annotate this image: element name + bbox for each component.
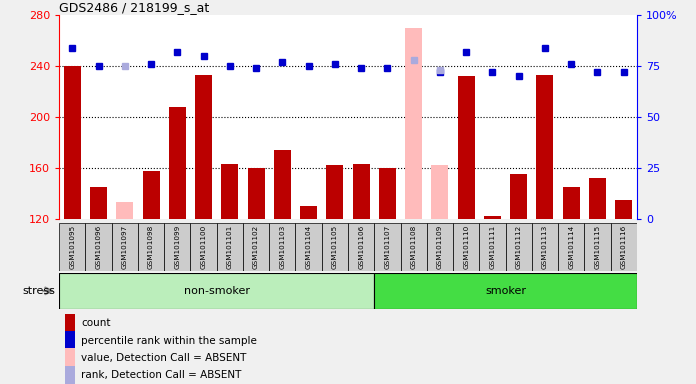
Text: GSM101096: GSM101096 xyxy=(95,225,102,269)
Text: GSM101116: GSM101116 xyxy=(621,225,626,269)
Bar xyxy=(65,331,75,351)
Bar xyxy=(274,150,291,219)
Text: non-smoker: non-smoker xyxy=(184,286,250,296)
Text: GSM101098: GSM101098 xyxy=(148,225,154,269)
Text: GSM101105: GSM101105 xyxy=(332,225,338,269)
Text: GSM101107: GSM101107 xyxy=(384,225,390,269)
Bar xyxy=(216,223,243,271)
Bar xyxy=(589,178,606,219)
Bar xyxy=(90,187,107,219)
Bar xyxy=(427,223,453,271)
Text: stress: stress xyxy=(23,286,56,296)
Bar xyxy=(484,216,501,219)
Bar xyxy=(111,223,138,271)
Text: GDS2486 / 218199_s_at: GDS2486 / 218199_s_at xyxy=(59,1,209,14)
Text: GSM101102: GSM101102 xyxy=(253,225,259,269)
Text: GSM101095: GSM101095 xyxy=(70,225,75,269)
Bar xyxy=(64,66,81,219)
Bar xyxy=(558,223,585,271)
Text: GSM101104: GSM101104 xyxy=(306,225,312,269)
Text: GSM101099: GSM101099 xyxy=(174,225,180,269)
Text: GSM101113: GSM101113 xyxy=(542,225,548,269)
Bar xyxy=(169,107,186,219)
Bar xyxy=(585,223,610,271)
Bar xyxy=(326,166,343,219)
Text: percentile rank within the sample: percentile rank within the sample xyxy=(81,336,257,346)
Bar xyxy=(116,202,134,219)
Bar xyxy=(453,223,480,271)
Bar xyxy=(65,366,75,384)
Bar xyxy=(374,273,637,309)
Bar xyxy=(400,223,427,271)
Text: GSM101103: GSM101103 xyxy=(279,225,285,269)
Bar xyxy=(300,206,317,219)
Bar xyxy=(65,314,75,333)
Text: count: count xyxy=(81,318,111,328)
Text: GSM101111: GSM101111 xyxy=(489,225,496,269)
Bar xyxy=(191,223,216,271)
Text: GSM101112: GSM101112 xyxy=(516,225,522,269)
Bar xyxy=(537,75,553,219)
Text: GSM101101: GSM101101 xyxy=(227,225,233,269)
Bar xyxy=(458,76,475,219)
Text: GSM101100: GSM101100 xyxy=(200,225,207,269)
Bar xyxy=(296,223,322,271)
Bar xyxy=(610,223,637,271)
Text: GSM101114: GSM101114 xyxy=(568,225,574,269)
Bar xyxy=(195,75,212,219)
Bar xyxy=(353,164,370,219)
Bar xyxy=(143,170,159,219)
Text: GSM101097: GSM101097 xyxy=(122,225,128,269)
Bar xyxy=(562,187,580,219)
Bar xyxy=(615,200,632,219)
Bar xyxy=(59,273,374,309)
Text: GSM101110: GSM101110 xyxy=(463,225,469,269)
Bar xyxy=(322,223,348,271)
Bar xyxy=(379,168,396,219)
Bar xyxy=(480,223,505,271)
Bar xyxy=(405,28,422,219)
Bar xyxy=(432,166,448,219)
Bar xyxy=(164,223,191,271)
Bar xyxy=(138,223,164,271)
Bar xyxy=(243,223,269,271)
Bar xyxy=(221,164,238,219)
Text: rank, Detection Call = ABSENT: rank, Detection Call = ABSENT xyxy=(81,370,242,380)
Text: GSM101106: GSM101106 xyxy=(358,225,364,269)
Bar xyxy=(532,223,558,271)
Text: smoker: smoker xyxy=(485,286,526,296)
Bar xyxy=(269,223,296,271)
Text: GSM101109: GSM101109 xyxy=(437,225,443,269)
Bar xyxy=(65,348,75,368)
Bar xyxy=(86,223,111,271)
Text: GSM101108: GSM101108 xyxy=(411,225,417,269)
Bar xyxy=(59,223,86,271)
Bar xyxy=(348,223,374,271)
Bar xyxy=(510,174,527,219)
Text: value, Detection Call = ABSENT: value, Detection Call = ABSENT xyxy=(81,353,246,363)
Bar xyxy=(248,168,264,219)
Bar xyxy=(374,223,400,271)
Text: GSM101115: GSM101115 xyxy=(594,225,601,269)
Bar xyxy=(505,223,532,271)
